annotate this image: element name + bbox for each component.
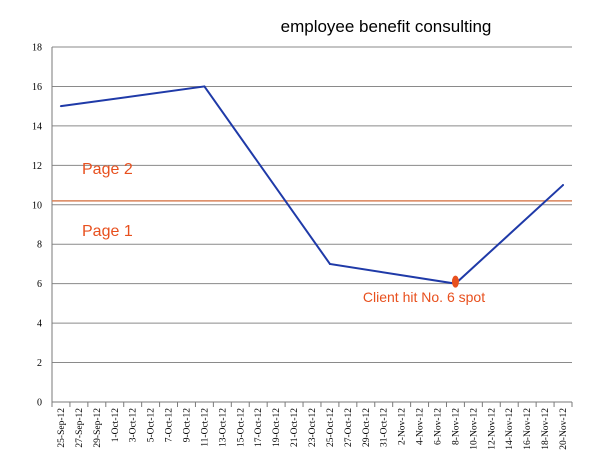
gridlines (51, 46, 572, 403)
y-axis-ticks: 0 2 4 6 8 10 12 14 16 18 (32, 43, 42, 409)
x-tick-label: 8-Nov-12 (451, 408, 461, 445)
x-tick-label: 3-Oct-12 (129, 408, 139, 443)
x-tick-label: 11-Oct-12 (200, 408, 210, 447)
x-tick-label: 1-Oct-12 (111, 408, 121, 443)
y-tick-label: 16 (32, 82, 42, 93)
client-annotation: Client hit No. 6 spot (363, 289, 485, 305)
x-tick-label: 17-Oct-12 (254, 408, 264, 447)
x-tick-label: 6-Nov-12 (434, 408, 444, 445)
x-tick-label: 13-Oct-12 (218, 408, 228, 447)
x-tick-label: 9-Oct-12 (182, 408, 192, 443)
y-tick-label: 14 (32, 121, 42, 132)
x-tick-label: 20-Nov-12 (559, 408, 569, 450)
x-tick-label: 27-Oct-12 (344, 408, 354, 447)
x-tick-label: 21-Oct-12 (290, 408, 300, 447)
x-tick-label: 10-Nov-12 (469, 408, 479, 450)
x-tick-label: 19-Oct-12 (272, 408, 282, 447)
x-tick-label: 2-Nov-12 (398, 408, 408, 445)
data-point (59, 105, 62, 108)
x-tick-label: 14-Nov-12 (505, 408, 515, 450)
y-tick-label: 8 (37, 240, 42, 251)
x-tick-label: 23-Oct-12 (308, 408, 318, 447)
x-tick-label: 16-Nov-12 (523, 408, 533, 450)
x-tick-label: 29-Sep-12 (93, 408, 103, 448)
x-tick-label: 18-Nov-12 (541, 408, 551, 450)
x-tick-label: 25-Sep-12 (57, 408, 67, 448)
x-tick-label: 7-Oct-12 (165, 408, 175, 443)
y-tick-label: 12 (32, 161, 42, 172)
y-tick-label: 6 (37, 279, 42, 290)
x-tick-label: 31-Oct-12 (380, 408, 390, 447)
page-1-label: Page 1 (82, 223, 133, 240)
page-2-label: Page 2 (82, 161, 133, 178)
x-tick-label: 5-Oct-12 (147, 408, 157, 443)
x-tick-label: 4-Nov-12 (416, 408, 426, 445)
x-tick-label: 15-Oct-12 (236, 408, 246, 447)
chart-title: employee benefit consulting (281, 17, 492, 36)
x-tick-label: 27-Sep-12 (75, 408, 85, 448)
data-point (562, 184, 565, 187)
x-tick-label: 29-Oct-12 (362, 408, 372, 447)
x-axis-ticks: 25-Sep-12 27-Sep-12 29-Sep-12 1-Oct-12 3-Oct… (51, 402, 573, 450)
series-line (60, 85, 564, 285)
y-tick-label: 10 (32, 200, 42, 211)
y-tick-label: 2 (37, 358, 42, 369)
data-point (328, 262, 331, 265)
y-tick-label: 0 (37, 398, 42, 409)
data-point (203, 85, 206, 88)
client-marker (451, 275, 459, 288)
y-tick-label: 4 (37, 319, 42, 330)
x-tick-label: 25-Oct-12 (326, 408, 336, 447)
y-tick-label: 18 (32, 43, 42, 54)
x-tick-label: 12-Nov-12 (487, 408, 497, 450)
